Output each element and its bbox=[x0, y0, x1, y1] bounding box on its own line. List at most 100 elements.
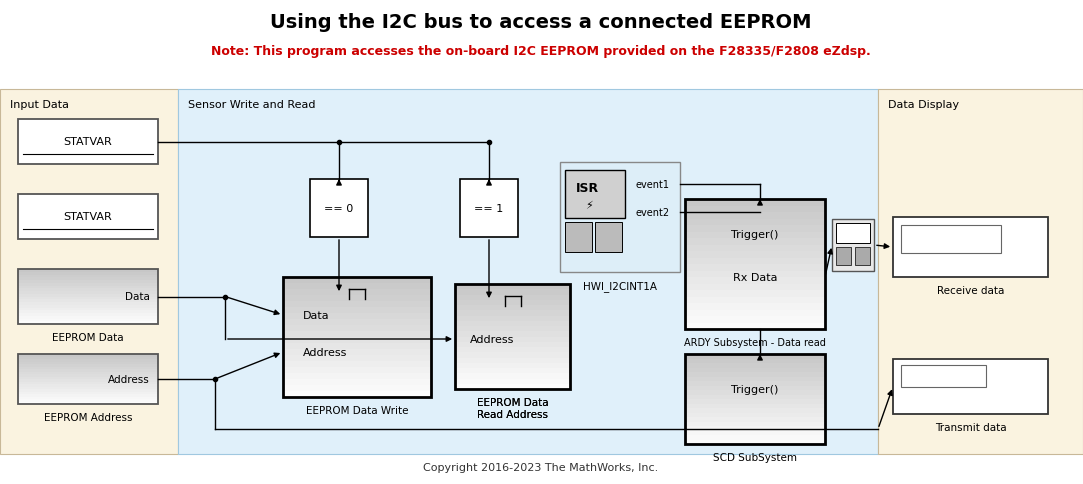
Bar bbox=[455, 305, 570, 311]
Bar bbox=[18, 120, 158, 165]
Text: EEPROM Data Write: EEPROM Data Write bbox=[305, 405, 408, 415]
Bar bbox=[18, 270, 158, 272]
Bar bbox=[686, 359, 825, 363]
Bar bbox=[686, 232, 825, 239]
Bar bbox=[18, 359, 158, 362]
Bar bbox=[18, 392, 158, 394]
Bar bbox=[18, 402, 158, 404]
Bar bbox=[455, 332, 570, 337]
Bar bbox=[455, 295, 570, 300]
Text: Data: Data bbox=[126, 292, 151, 302]
Bar bbox=[901, 226, 1001, 254]
Text: STATVAR: STATVAR bbox=[64, 137, 113, 147]
Bar bbox=[18, 372, 158, 374]
Bar bbox=[893, 359, 1048, 414]
Text: event1: event1 bbox=[635, 180, 669, 190]
Bar bbox=[686, 271, 825, 277]
Bar bbox=[283, 277, 431, 397]
Bar bbox=[686, 310, 825, 317]
Bar bbox=[686, 381, 825, 386]
Bar bbox=[18, 367, 158, 369]
Text: Address: Address bbox=[303, 348, 348, 357]
Bar bbox=[595, 223, 622, 253]
Text: event2: event2 bbox=[635, 208, 669, 217]
Bar bbox=[686, 399, 825, 404]
Text: Receive data: Receive data bbox=[937, 286, 1004, 295]
Bar bbox=[18, 374, 158, 377]
Bar bbox=[455, 384, 570, 389]
Text: Input Data: Input Data bbox=[10, 100, 69, 110]
Bar bbox=[686, 404, 825, 408]
Bar bbox=[686, 431, 825, 435]
Bar bbox=[18, 286, 158, 288]
Bar bbox=[893, 217, 1048, 277]
Bar bbox=[283, 349, 431, 355]
Bar bbox=[283, 332, 431, 337]
Bar bbox=[283, 284, 431, 289]
Bar bbox=[18, 357, 158, 359]
Bar bbox=[18, 278, 158, 280]
Bar bbox=[455, 326, 570, 332]
Bar bbox=[0, 90, 178, 454]
Bar bbox=[283, 277, 431, 284]
Bar bbox=[310, 180, 368, 238]
Bar bbox=[455, 321, 570, 326]
Bar bbox=[686, 290, 825, 297]
Bar bbox=[836, 224, 870, 243]
Bar bbox=[18, 311, 158, 313]
Text: STATVAR: STATVAR bbox=[64, 212, 113, 222]
Bar bbox=[455, 316, 570, 321]
Bar bbox=[18, 316, 158, 319]
Bar bbox=[686, 245, 825, 252]
Bar bbox=[686, 226, 825, 232]
Bar bbox=[283, 313, 431, 319]
Bar bbox=[686, 277, 825, 284]
Bar bbox=[283, 379, 431, 385]
Bar bbox=[455, 358, 570, 363]
Bar bbox=[686, 435, 825, 439]
Bar bbox=[686, 363, 825, 368]
Bar bbox=[283, 391, 431, 397]
Text: EEPROM Data: EEPROM Data bbox=[52, 333, 123, 342]
Bar bbox=[18, 377, 158, 379]
Bar bbox=[854, 247, 870, 265]
Bar bbox=[283, 307, 431, 313]
Bar bbox=[565, 223, 592, 253]
Bar bbox=[686, 394, 825, 399]
Bar bbox=[686, 284, 825, 290]
Text: EEPROM Data
Read Address: EEPROM Data Read Address bbox=[477, 397, 548, 419]
Bar bbox=[18, 389, 158, 392]
Bar bbox=[686, 264, 825, 271]
Bar bbox=[878, 90, 1083, 454]
Bar bbox=[283, 367, 431, 373]
Bar bbox=[18, 384, 158, 387]
Bar bbox=[18, 297, 158, 300]
Bar bbox=[455, 348, 570, 352]
Bar bbox=[283, 361, 431, 367]
Bar bbox=[18, 399, 158, 402]
Bar bbox=[686, 422, 825, 426]
Bar bbox=[18, 280, 158, 283]
Bar bbox=[686, 368, 825, 372]
Bar bbox=[686, 239, 825, 245]
Bar bbox=[283, 373, 431, 379]
Bar bbox=[832, 220, 874, 272]
Bar bbox=[283, 385, 431, 391]
Bar bbox=[18, 195, 158, 240]
Bar bbox=[686, 390, 825, 394]
Bar bbox=[18, 291, 158, 294]
Bar bbox=[686, 219, 825, 226]
Text: HWI_I2CINT1A: HWI_I2CINT1A bbox=[583, 280, 657, 291]
Bar bbox=[686, 258, 825, 264]
Bar bbox=[686, 323, 825, 329]
Bar bbox=[18, 354, 158, 404]
Bar bbox=[283, 302, 431, 307]
Text: Rx Data: Rx Data bbox=[733, 272, 778, 283]
Bar bbox=[686, 439, 825, 444]
Bar bbox=[455, 289, 570, 295]
Text: Copyright 2016-2023 The MathWorks, Inc.: Copyright 2016-2023 The MathWorks, Inc. bbox=[423, 462, 658, 472]
Bar bbox=[686, 199, 825, 206]
Bar bbox=[455, 352, 570, 358]
Text: Transmit data: Transmit data bbox=[935, 422, 1006, 432]
Bar bbox=[686, 317, 825, 323]
